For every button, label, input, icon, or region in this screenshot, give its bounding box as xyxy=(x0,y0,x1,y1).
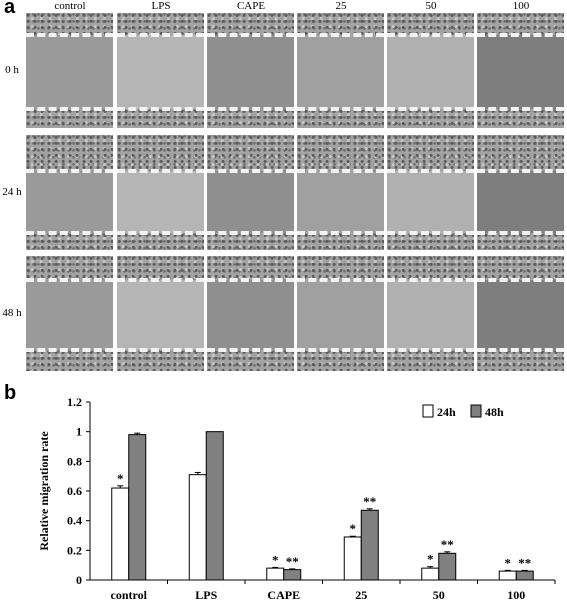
micrograph-2-2 xyxy=(206,255,295,372)
micrograph-0-5 xyxy=(476,12,565,129)
micrograph-0-2 xyxy=(206,12,295,129)
row-label-2: 48 h xyxy=(2,307,22,319)
x-tick-label-3: 25 xyxy=(355,588,367,602)
significance-24h-25: * xyxy=(350,521,357,536)
bar-24h-25 xyxy=(343,536,362,581)
significance-24h-CAPE: * xyxy=(272,552,279,567)
column-header-5: 100 xyxy=(512,0,530,12)
y-tick-label-1: 0.2 xyxy=(67,543,82,557)
legend-label-48h: 48h xyxy=(485,405,504,419)
y-tick-label-0: 0 xyxy=(76,573,82,587)
micrograph-1-3 xyxy=(296,134,385,251)
micrograph-2-3 xyxy=(296,255,385,372)
significance-48h-100: ** xyxy=(518,555,531,570)
micrograph-1-4 xyxy=(386,134,475,251)
column-header-1: LPS xyxy=(151,0,171,12)
micrograph-1-0 xyxy=(25,134,114,251)
x-tick-label-4: 50 xyxy=(433,588,445,602)
micrograph-2-1 xyxy=(116,255,205,372)
bar-48h-LPS xyxy=(205,431,224,581)
bar-24h-50 xyxy=(421,567,440,581)
column-header-2: CAPE xyxy=(236,0,266,12)
significance-48h-25: ** xyxy=(363,494,376,509)
row-label-1: 24 h xyxy=(2,186,22,198)
micrograph-0-1 xyxy=(116,12,205,129)
significance-48h-50: ** xyxy=(441,537,454,552)
bar-48h-100 xyxy=(515,570,534,581)
bar-24h-100 xyxy=(498,570,517,581)
bar-24h-CAPE xyxy=(266,567,285,581)
row-label-0: 0 h xyxy=(5,64,19,76)
significance-48h-CAPE: ** xyxy=(286,554,299,569)
legend-swatch-24h xyxy=(422,404,434,418)
micrograph-1-2 xyxy=(206,134,295,251)
x-tick-label-0: control xyxy=(111,588,148,602)
x-tick-label-5: 100 xyxy=(507,588,525,602)
significance-24h-50: * xyxy=(427,552,434,567)
panel-b-letter: b xyxy=(4,382,17,404)
y-tick-label-6: 1.2 xyxy=(67,395,82,409)
micrograph-2-0 xyxy=(25,255,114,372)
micrograph-2-4 xyxy=(386,255,475,372)
legend-swatch-48h xyxy=(470,404,482,418)
x-tick-label-1: LPS xyxy=(195,588,217,602)
legend-label-24h: 24h xyxy=(437,405,456,419)
bar-24h-LPS xyxy=(188,474,207,581)
significance-24h-control: * xyxy=(117,471,124,486)
column-header-3: 25 xyxy=(335,0,347,12)
y-tick-label-2: 0.4 xyxy=(67,514,82,528)
bar-48h-control xyxy=(128,434,147,581)
bar-24h-control xyxy=(111,487,130,581)
x-tick-label-2: CAPE xyxy=(267,588,300,602)
significance-24h-100: * xyxy=(505,555,512,570)
micrograph-0-4 xyxy=(386,12,475,129)
micrograph-0-3 xyxy=(296,12,385,129)
bar-48h-25 xyxy=(360,509,379,581)
micrograph-grid: control LPS CAPE 25 50 100 0 h 24 h 48 h xyxy=(2,0,565,372)
y-tick-label-4: 0.8 xyxy=(67,454,82,468)
migration-bar-chart: 0 0.2 0.4 0.6 0.8 1 1.2 Relative migration rate… xyxy=(37,395,556,602)
bar-48h-50 xyxy=(438,552,457,581)
micrograph-1-1 xyxy=(116,134,205,251)
column-header-4: 50 xyxy=(425,0,437,12)
panel-a-letter: a xyxy=(4,0,16,18)
y-tick-label-5: 1 xyxy=(76,425,82,439)
y-axis-label: Relative migration rate xyxy=(37,431,51,551)
micrograph-1-5 xyxy=(476,134,565,251)
column-header-0: control xyxy=(54,0,86,12)
bar-48h-CAPE xyxy=(283,569,302,581)
y-tick-label-3: 0.6 xyxy=(67,484,82,498)
micrograph-2-5 xyxy=(476,255,565,372)
micrograph-0-0 xyxy=(25,12,114,129)
